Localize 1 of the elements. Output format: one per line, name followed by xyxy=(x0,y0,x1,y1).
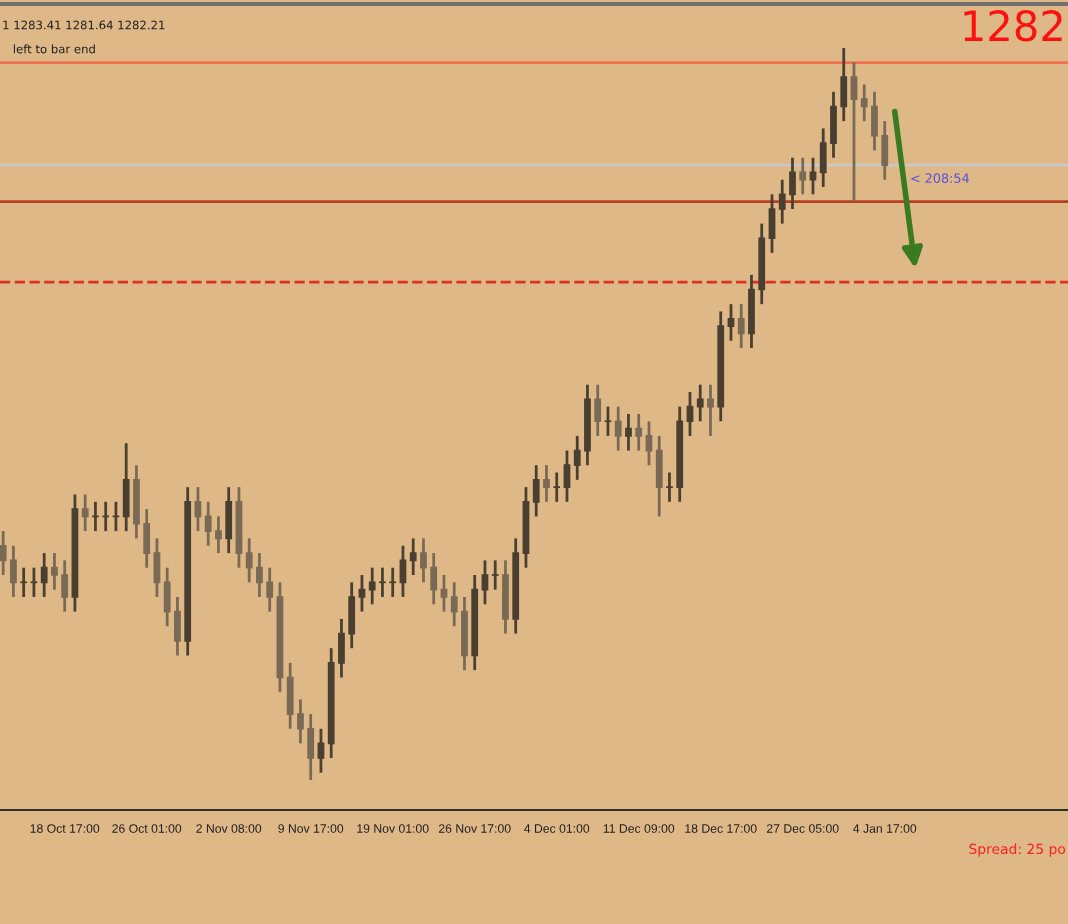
text: 1282 xyxy=(964,9,1062,42)
